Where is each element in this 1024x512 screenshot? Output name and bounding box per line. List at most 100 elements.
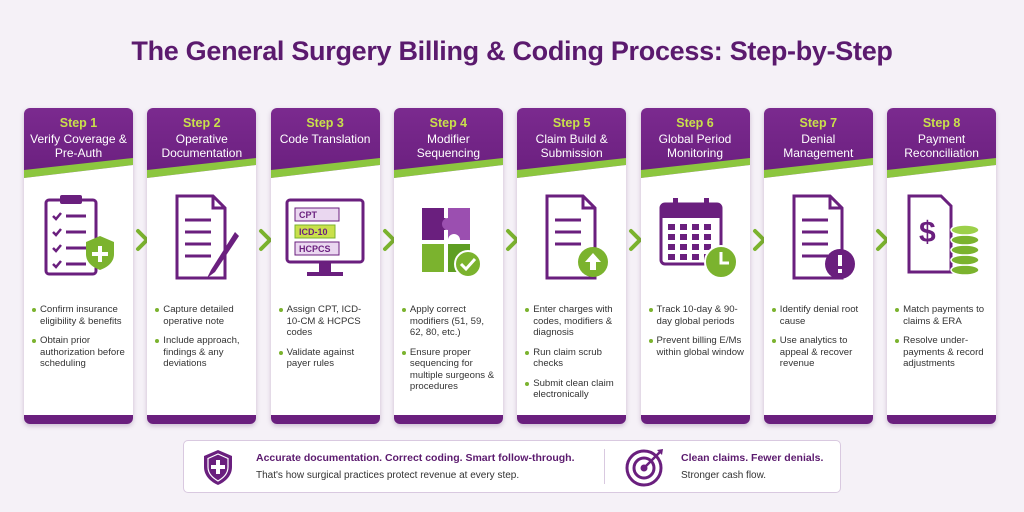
step-bullets: Capture detailed operative note Include a…: [155, 304, 251, 378]
step-title: Global Period Monitoring: [658, 132, 732, 160]
bullet: Apply correct modifiers (51, 59, 62, 80,…: [401, 304, 498, 339]
code-label: ICD-10: [299, 227, 328, 237]
chevron: [136, 229, 149, 251]
step-header: Step 8 Payment Reconciliation: [887, 108, 997, 178]
icon-shape: [453, 250, 482, 278]
header-stripe: [517, 158, 627, 178]
icon-shape: [950, 224, 980, 236]
icon-shape: [691, 254, 699, 260]
step-header: Step 5 Claim Build & Submission: [517, 108, 627, 178]
icon-shape: [679, 254, 687, 260]
divider: [604, 449, 605, 484]
icon-shape: [679, 234, 687, 240]
step-card: Step 7 Denial Management Identify denial r…: [763, 108, 873, 424]
icon-shape: [92, 252, 108, 256]
icon-shape: [52, 212, 62, 221]
step-card: Step 5 Claim Build & Submission Enter char…: [517, 108, 627, 424]
card-footer-bar: [24, 415, 133, 424]
step-icon: [44, 195, 114, 276]
icon-shape: [950, 244, 980, 256]
icon-shape: [667, 224, 675, 230]
step-card: Step 6 Global Period Monitoring Track 10-d…: [640, 108, 750, 424]
code-chip: [294, 241, 340, 256]
step-number: Step 5: [552, 116, 591, 130]
header-stripe: [270, 158, 380, 178]
icon-shape: [667, 254, 675, 260]
step-icon: [545, 194, 609, 280]
icon-shape: [60, 195, 82, 204]
card-footer-bar: [887, 415, 997, 424]
step-card: Step 4 Modifier Sequencing Apply correct m…: [393, 108, 503, 424]
step-title: Denial Management: [783, 132, 854, 160]
stripe: [763, 158, 873, 178]
icon-shape: [703, 224, 711, 230]
arrow: [875, 229, 889, 251]
icon-shape: [52, 228, 62, 237]
step-card: Step 8 Payment Reconciliation $ Match payme…: [887, 108, 997, 424]
step-bullets: Apply correct modifiers (51, 59, 62, 80,…: [401, 304, 498, 401]
stripe-light: [147, 165, 257, 178]
icon-shape: [837, 269, 842, 273]
footer-left-headline: Accurate documentation. Correct coding. …: [256, 452, 575, 464]
step-title: Code Translation: [279, 132, 371, 146]
step-number: Step 3: [306, 116, 344, 130]
icon-shape: [828, 196, 842, 210]
bullet: Run claim scrub checks: [525, 347, 621, 370]
bullet: Validate against payer rules: [278, 347, 375, 370]
bullet: Match payments to claims & ERA: [895, 304, 991, 327]
bullet: Prevent billing E/Ms within global windo…: [648, 335, 745, 358]
icon-shape: [837, 255, 842, 266]
chevron: [259, 229, 273, 251]
step-card: Step 2 Operative Documentation Capture det…: [147, 108, 257, 424]
icon-shape: [52, 260, 62, 269]
stripe-light: [270, 165, 380, 178]
icon-shape: $: [919, 216, 936, 249]
step-title: Verify Coverage & Pre-Auth: [30, 132, 127, 160]
stripe-light: [517, 165, 627, 178]
chevron: [629, 229, 643, 251]
shield-icon: [204, 450, 232, 485]
step-title: Modifier Sequencing: [416, 132, 481, 160]
chevron: [875, 229, 889, 251]
stripe-light: [887, 165, 997, 178]
icon-shape: [672, 198, 678, 210]
icon-shape: [667, 244, 675, 250]
stripe-light: [24, 165, 133, 178]
card-footer-bar: [147, 415, 257, 424]
icon-shape: [679, 224, 687, 230]
step-header: Step 4 Modifier Sequencing: [393, 108, 503, 178]
step-number: Step 1: [59, 116, 98, 130]
icon-shape: [207, 232, 240, 278]
arrow: [259, 229, 273, 251]
step-header: Step 3 Code Translation: [270, 108, 380, 178]
bullet: Obtain prior authorization before schedu…: [32, 335, 128, 370]
bullet: Enter charges with codes, modifiers & di…: [525, 304, 621, 339]
icon-shape: [306, 272, 343, 276]
bullet: Use analytics to appeal & recover revenu…: [771, 335, 868, 370]
step-icon: $: [907, 194, 980, 276]
title: The General Surgery Billing & Coding Pro…: [131, 36, 893, 66]
header-stripe: [24, 158, 133, 178]
card-footer-bar: [640, 415, 750, 424]
header-stripe: [887, 158, 997, 178]
step-number: Step 4: [429, 116, 468, 130]
icon-shape: [703, 244, 711, 250]
stripe: [270, 158, 380, 178]
code-chip: [294, 207, 340, 222]
icon-shape: [421, 208, 450, 240]
step-title: Operative Documentation: [161, 132, 243, 160]
step-icon: [792, 194, 855, 280]
header-stripe: [393, 158, 503, 178]
arrow: [629, 229, 643, 251]
step-bullets: Track 10-day & 90-day global periods Prev…: [648, 304, 745, 366]
chevron: [752, 229, 766, 251]
icon-shape: [691, 244, 699, 250]
card-footer-bar: [270, 415, 380, 424]
stripe: [887, 158, 997, 178]
arrow: [752, 229, 766, 251]
icon-shape: [318, 262, 331, 272]
step-bullets: Match payments to claims & ERA Resolve un…: [895, 304, 991, 378]
step-icon: CPT ICD-10 HCPCS: [285, 198, 365, 276]
bullet: Include approach, findings & any deviati…: [155, 335, 251, 370]
